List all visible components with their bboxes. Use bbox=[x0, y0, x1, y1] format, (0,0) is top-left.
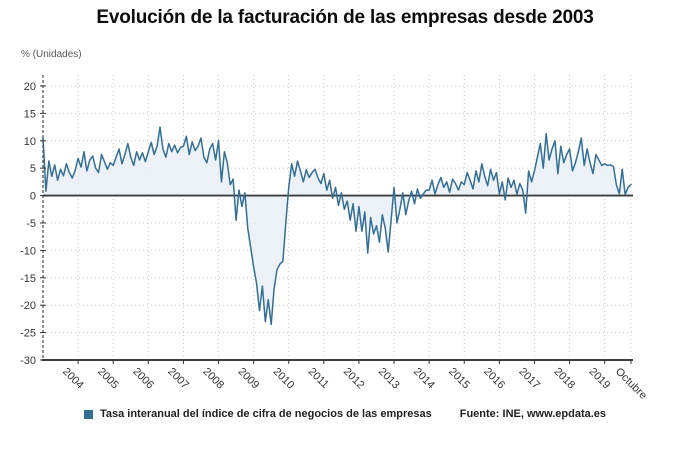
y-tick-label: -30 bbox=[20, 355, 36, 367]
x-tick-label: 2016 bbox=[481, 366, 507, 392]
x-tick-label: 2007 bbox=[165, 366, 191, 392]
x-tick-label: 2006 bbox=[130, 366, 156, 392]
x-tick-label: 2018 bbox=[551, 366, 577, 392]
x-tick-label: 2019 bbox=[587, 366, 613, 392]
x-tick-label: 2005 bbox=[95, 366, 121, 392]
y-tick-label: -20 bbox=[20, 300, 36, 312]
y-tick-label: -25 bbox=[20, 328, 36, 340]
x-tick-label: 2004 bbox=[60, 366, 86, 392]
y-tick-label: 20 bbox=[24, 81, 36, 93]
y-axis-units-label: % (Unidades) bbox=[21, 49, 82, 60]
x-tick-label: 2010 bbox=[271, 366, 297, 392]
legend-swatch-icon bbox=[83, 409, 93, 419]
source-label: Fuente: INE, www.epdata.es bbox=[459, 408, 607, 420]
y-tick-label: 0 bbox=[30, 191, 36, 203]
data-line bbox=[42, 126, 632, 326]
x-tick-label: 2017 bbox=[516, 366, 542, 392]
x-tick-label: 2014 bbox=[411, 366, 437, 392]
y-tick-label: -5 bbox=[26, 218, 36, 230]
legend: Tasa interanual del índice de cifra de n… bbox=[0, 408, 690, 420]
x-tick-label: 2013 bbox=[376, 366, 402, 392]
x-tick-label: 2011 bbox=[306, 366, 331, 391]
legend-item: Tasa interanual del índice de cifra de n… bbox=[83, 408, 432, 420]
legend-series-label: Tasa interanual del índice de cifra de n… bbox=[99, 408, 432, 420]
y-tick-label: 5 bbox=[30, 163, 36, 175]
x-tick-label: 2015 bbox=[446, 366, 472, 392]
chart-title: Evolución de la facturación de las empre… bbox=[96, 7, 594, 28]
y-tick-label: -15 bbox=[20, 273, 36, 285]
y-tick-label: 15 bbox=[24, 108, 36, 120]
y-tick-label: -10 bbox=[20, 245, 36, 257]
x-tick-label: 2008 bbox=[200, 366, 226, 392]
x-tick-label: 2009 bbox=[236, 366, 262, 392]
x-tick-label: 2012 bbox=[341, 366, 367, 392]
x-tick-label: Octubre bbox=[613, 366, 649, 402]
y-tick-label: 10 bbox=[24, 136, 36, 148]
